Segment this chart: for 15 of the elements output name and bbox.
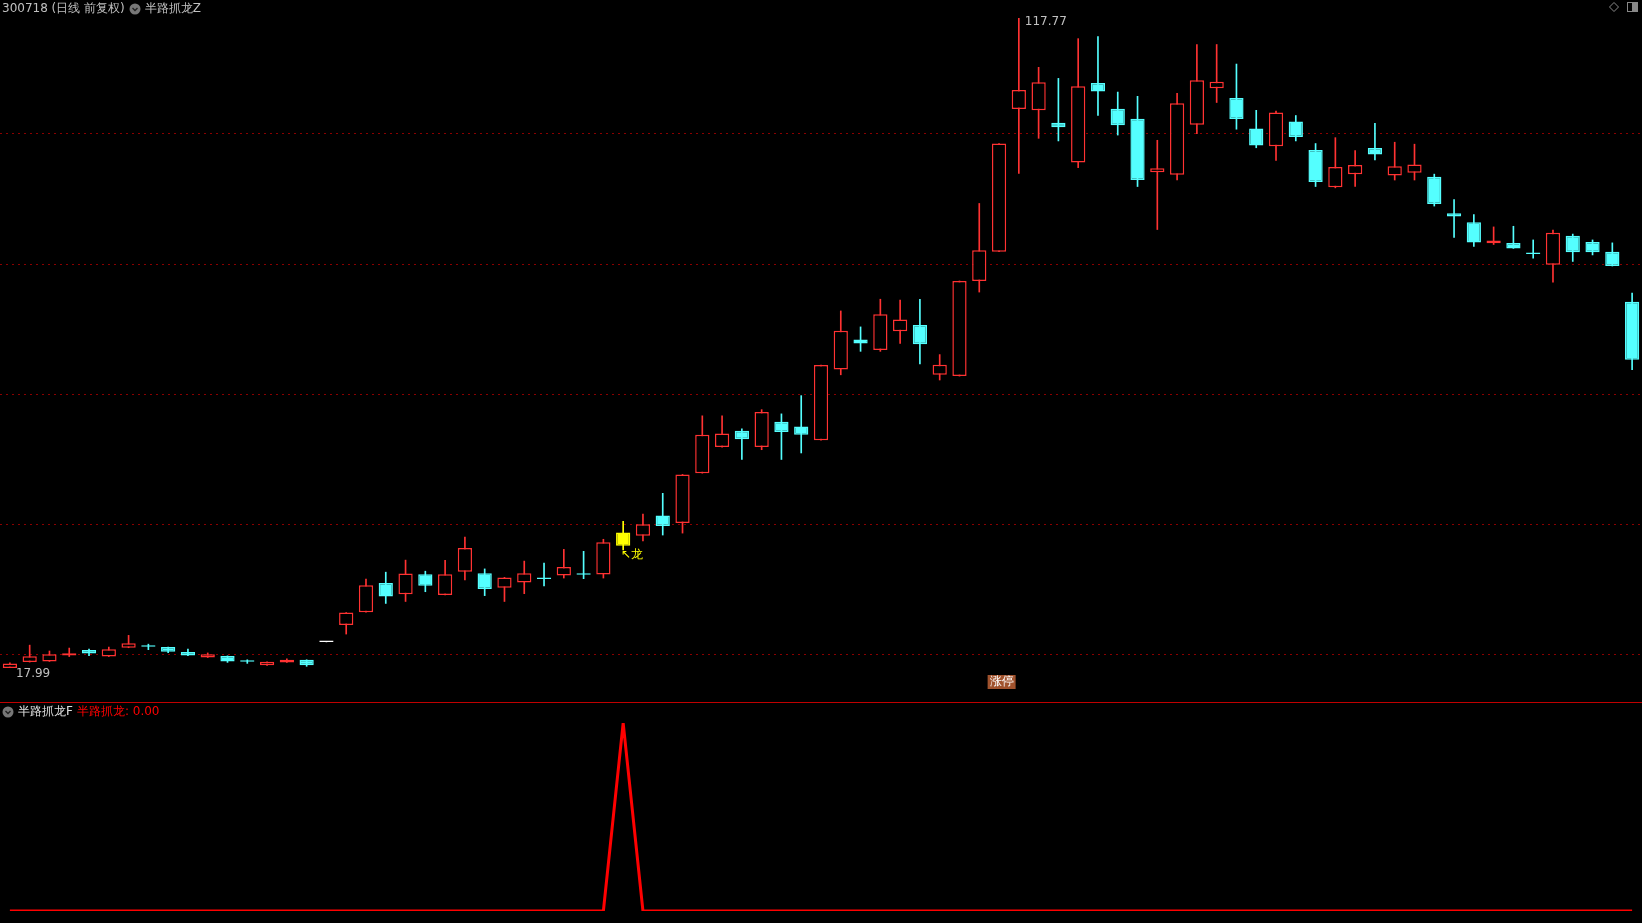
candlestick [1367, 123, 1383, 161]
text: 涨停 [989, 674, 1014, 689]
annotation: 17.99 [15, 666, 51, 681]
annotation: 117.77 [1024, 14, 1067, 29]
chart-title: 300718 (日线 前复权) [2, 0, 125, 17]
candlestick [794, 395, 809, 454]
candlestick [1090, 36, 1106, 116]
candlestick [1387, 141, 1402, 181]
candlestick [1011, 18, 1026, 174]
candlestick [1150, 139, 1165, 230]
chart-subtitle: 半路抓龙Z [144, 0, 202, 17]
text: 半路抓龙: 0.00 [76, 703, 160, 720]
candlestick [1348, 150, 1363, 187]
annotation: ↖龙 [620, 547, 643, 562]
chart-title: 半路抓龙F [18, 703, 73, 720]
